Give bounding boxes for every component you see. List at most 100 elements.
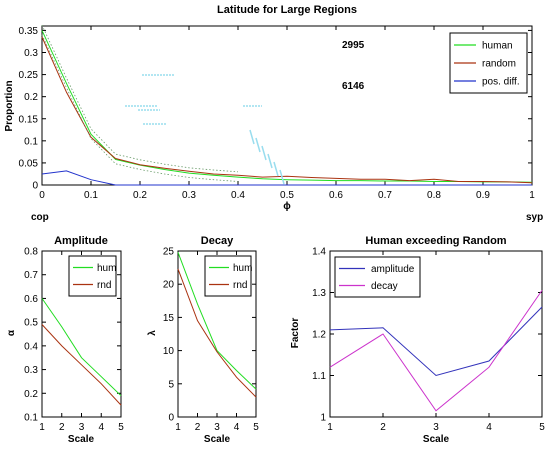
legend-box bbox=[68, 255, 117, 297]
y-tick-label: 0.2 bbox=[24, 92, 38, 103]
x-tick-label: 4 bbox=[98, 422, 104, 433]
x-tick-label: 5 bbox=[539, 422, 545, 433]
y-tick-label: 0 bbox=[168, 413, 174, 424]
y-axis-label: λ bbox=[147, 330, 158, 336]
legend-label: rnd bbox=[97, 280, 111, 291]
chart-title: Latitude for Large Regions bbox=[217, 4, 357, 16]
x-tick-label: 3 bbox=[433, 422, 439, 433]
x-tick-label: 5 bbox=[118, 422, 124, 433]
y-tick-label: 25 bbox=[163, 247, 175, 258]
legend-label: pos. diff. bbox=[482, 77, 520, 88]
x-tick-label: 0.1 bbox=[84, 190, 98, 201]
x-axis-label: Scale bbox=[423, 434, 450, 445]
y-tick-label: 0.7 bbox=[24, 270, 38, 281]
legend: hum rnd bbox=[204, 255, 252, 297]
y-tick-label: 0.3 bbox=[24, 48, 38, 59]
x-tick-label: 0 bbox=[39, 190, 45, 201]
x-tick-label: 2 bbox=[195, 422, 201, 433]
x-axis-label: Scale bbox=[68, 434, 95, 445]
chart-decay: 1 2 3 4 5 0 5 10 15 20 25 Decay Scale λ hum rnd bbox=[147, 235, 259, 445]
y-axis-label: Factor bbox=[290, 318, 301, 349]
x-tick-label: 0.4 bbox=[231, 190, 245, 201]
y-tick-label: 5 bbox=[168, 379, 174, 390]
y-tick-label: 20 bbox=[163, 280, 175, 291]
y-tick-label: 0.35 bbox=[19, 26, 39, 37]
annotation-number: 6146 bbox=[342, 81, 365, 92]
y-axis-label: α bbox=[6, 329, 17, 336]
legend: amplitude decay bbox=[334, 256, 421, 298]
chart-amp: 1 2 3 4 5 0.1 0.2 0.3 0.4 0.5 0.6 0.7 0.8 Amplitude Sc… bbox=[6, 235, 124, 445]
streak bbox=[261, 145, 267, 161]
x-end-label-right: syp bbox=[526, 212, 543, 223]
x-tick-label: 0.5 bbox=[280, 190, 294, 201]
x-tick-label: 5 bbox=[253, 422, 259, 433]
x-tick-label: 3 bbox=[214, 422, 220, 433]
x-tick-label: 0.8 bbox=[427, 190, 441, 201]
chart-title: Human exceeding Random bbox=[365, 235, 506, 247]
x-axis-label: Scale bbox=[204, 434, 231, 445]
x-tick-label: 0.7 bbox=[378, 190, 392, 201]
legend: hum rnd bbox=[68, 255, 117, 297]
series-line-hum bbox=[177, 252, 257, 390]
series-line-pos--diff- bbox=[41, 170, 532, 186]
series-line-amplitude bbox=[329, 306, 543, 377]
series-line-human bbox=[41, 30, 533, 183]
x-tick-label: 1 bbox=[39, 422, 45, 433]
legend-box bbox=[204, 255, 252, 297]
streak bbox=[255, 137, 261, 153]
series-line-rnd bbox=[41, 324, 122, 406]
x-tick-label: 1 bbox=[175, 422, 181, 433]
series-line-hum bbox=[41, 298, 122, 397]
y-tick-label: 0 bbox=[32, 181, 38, 192]
dotted-artifact-curves bbox=[41, 24, 239, 182]
x-tick-label: 0.3 bbox=[182, 190, 196, 201]
y-axis-label: Proportion bbox=[4, 80, 15, 131]
x-tick-label: 2 bbox=[380, 422, 386, 433]
y-tick-label: 0.5 bbox=[24, 318, 38, 329]
y-tick-label: 1 bbox=[320, 413, 326, 424]
y-tick-label: 0.6 bbox=[24, 294, 38, 305]
chart-main: 0 0.1 0.2 0.3 0.4 0.5 0.6 0.7 0.8 0.9 1 0 0.05 0.1 0.1… bbox=[4, 4, 543, 223]
y-tick-label: 1.4 bbox=[312, 247, 326, 258]
streak bbox=[267, 153, 273, 169]
x-tick-label: 1 bbox=[327, 422, 333, 433]
x-tick-label: 0.6 bbox=[329, 190, 343, 201]
chart-title: Amplitude bbox=[54, 235, 108, 247]
x-tick-label: 4 bbox=[486, 422, 492, 433]
y-tick-label: 1.1 bbox=[312, 371, 326, 382]
y-tick-label: 1.2 bbox=[312, 330, 326, 341]
faint-streaks bbox=[125, 74, 285, 185]
y-tick-label: 0.1 bbox=[24, 136, 38, 147]
streak bbox=[249, 129, 255, 145]
legend-label: random bbox=[482, 59, 516, 70]
legend-label: amplitude bbox=[371, 264, 415, 275]
y-tick-label: 1.3 bbox=[312, 288, 326, 299]
x-axis-label: ϕ bbox=[283, 201, 291, 212]
legend-label: decay bbox=[371, 281, 398, 292]
x-tick-label: 1 bbox=[529, 190, 535, 201]
x-tick-label: 0.9 bbox=[476, 190, 490, 201]
dotted-curve bbox=[41, 24, 239, 173]
legend-label: human bbox=[482, 41, 513, 52]
legend-label: rnd bbox=[233, 280, 247, 291]
y-tick-label: 0.1 bbox=[24, 413, 38, 424]
series-line-decay bbox=[329, 290, 543, 412]
y-tick-label: 0.3 bbox=[24, 365, 38, 376]
chart-title: Decay bbox=[201, 235, 234, 247]
x-end-label-left: cop bbox=[31, 212, 49, 223]
y-tick-label: 0.15 bbox=[19, 114, 39, 125]
x-tick-label: 4 bbox=[234, 422, 240, 433]
y-tick-label: 0.25 bbox=[19, 70, 39, 81]
y-tick-label: 0.05 bbox=[19, 158, 39, 169]
y-tick-label: 15 bbox=[163, 313, 175, 324]
y-tick-label: 0.2 bbox=[24, 389, 38, 400]
x-tick-label: 3 bbox=[79, 422, 85, 433]
annotation-number: 2995 bbox=[342, 40, 365, 51]
x-tick-label: 0.2 bbox=[133, 190, 147, 201]
dotted-curve bbox=[41, 34, 239, 182]
x-tick-label: 2 bbox=[59, 422, 65, 433]
legend-box bbox=[334, 256, 421, 298]
streak bbox=[273, 161, 279, 177]
y-tick-label: 10 bbox=[163, 346, 175, 357]
